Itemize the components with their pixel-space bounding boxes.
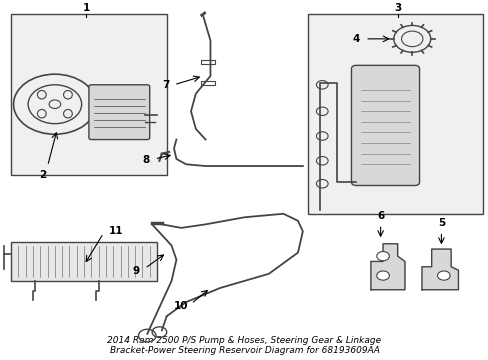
Text: 7: 7 [162,80,169,90]
Text: 1: 1 [82,3,90,13]
Circle shape [376,271,388,280]
Text: 6: 6 [376,211,384,221]
Text: 4: 4 [352,34,360,44]
Text: 2014 Ram 2500 P/S Pump & Hoses, Steering Gear & Linkage
Bracket-Power Steering R: 2014 Ram 2500 P/S Pump & Hoses, Steering… [107,336,381,355]
Text: 2: 2 [39,170,46,180]
Text: 9: 9 [133,266,140,276]
Bar [201,60,215,64]
FancyBboxPatch shape [11,14,166,175]
FancyBboxPatch shape [89,85,149,140]
Circle shape [376,252,388,261]
FancyBboxPatch shape [307,14,482,214]
Text: 11: 11 [108,226,122,237]
Text: 5: 5 [437,218,444,228]
Polygon shape [370,244,404,290]
Text: 8: 8 [142,155,149,165]
Polygon shape [421,249,458,290]
Bar [201,81,215,85]
Bar [11,242,157,281]
Text: 3: 3 [393,3,401,13]
Text: 10: 10 [174,301,188,311]
Circle shape [437,271,449,280]
FancyBboxPatch shape [351,66,419,185]
